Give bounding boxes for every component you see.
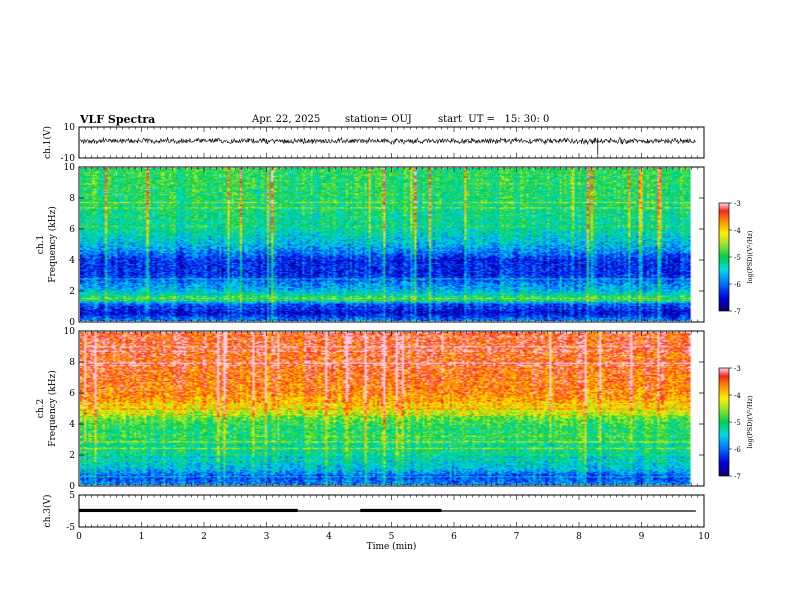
x-tick-label: 1 [139,532,145,542]
ch3-ylabel: ch.3(V) [42,495,53,528]
ylabel-frequency: Frequency (kHz) [47,370,58,447]
ch1-waveform-line [79,136,696,146]
station-label: station= OUJ [345,114,412,125]
date-label: Apr. 22, 2025 [252,114,321,125]
colorbar-tick-label: -3 [734,365,741,373]
colorbar-label: log(PSD)(V²/Hz) [746,395,754,448]
y-tick-label: 10 [64,123,76,133]
y-tick-label: 10 [64,327,76,337]
x-tick-label: 10 [698,532,710,542]
y-tick-label: 6 [69,389,75,399]
y-tick-label: 2 [69,287,75,297]
colorbar-tick-label: -7 [734,308,741,316]
x-tick-label: 8 [576,532,582,542]
y-tick-label: 0 [69,482,75,492]
ylabel-frequency: Frequency (kHz) [47,206,58,283]
colorbar-tick-label: -5 [734,254,741,262]
colorbar-tick-label: -6 [734,446,741,454]
ch3-step [79,508,298,513]
x-tick-label: 2 [201,532,207,542]
y-tick-label: 5 [69,491,75,501]
y-tick-label: 8 [69,194,75,204]
y-tick-label: 0 [69,318,75,328]
colorbar-tick-label: -6 [734,281,741,289]
y-tick-label: -10 [61,154,76,164]
x-tick-label: 0 [76,532,82,542]
x-tick-label: 9 [639,532,645,542]
colorbar-tick-label: -4 [734,227,741,235]
colorbar-tick-label: -4 [734,392,741,400]
x-tick-label: 4 [326,532,332,542]
colorbar-tick-label: -5 [734,419,741,427]
x-tick-label: 7 [514,532,520,542]
ch2-spectrogram-image [80,332,703,485]
start-time-label: start UT = 15: 30: 0 [438,114,550,125]
y-tick-label: 4 [69,256,75,266]
y-tick-label: -5 [66,523,75,533]
ch1-spectrogram-image [80,168,703,321]
ch2-spectrogram-panel: 0 2 4 6 8 10 ch.2 Frequency (kHz) [36,327,705,492]
ch1-spectrogram-panel: 0 2 4 6 8 10 ch.1 Frequency (kHz) [36,163,705,328]
y-tick-label: 4 [69,420,75,430]
y-tick-label: 10 [64,163,76,173]
y-tick-label: 6 [69,225,75,235]
colorbar-gradient [719,203,729,311]
x-tick-label: 3 [264,532,270,542]
colorbar-tick-label: -7 [734,473,741,481]
colorbar-label: log(PSD)(V²/Hz) [746,230,754,283]
colorbars: -3 -4 -5 -6 -7 log(PSD)(V²/Hz) -3 -4 -5 -6 -7 log(P… [718,200,754,481]
y-tick-label: 2 [69,451,75,461]
ch3-step [360,508,442,513]
x-tick-label: 6 [451,532,457,542]
colorbar-tick-label: -3 [734,200,741,208]
ch3-signal-panel: 5 -50 1 2 3 4 5 6 7 8 9 10 ch.3(V) Time (min) [42,491,710,552]
y-tick-label: 8 [69,358,75,368]
colorbar-gradient [719,368,729,476]
x-axis-label: Time (min) [367,541,417,552]
ch1-waveform-panel: 10 -10 ch.1(V) [42,123,705,164]
ylabel-channel: ch.1 [36,235,46,254]
ch1-ylabel: ch.1(V) [42,126,53,159]
ylabel-channel: ch.2 [36,399,46,418]
x-tick-label: 5 [389,532,395,542]
chart-title: VLF Spectra [80,113,156,126]
